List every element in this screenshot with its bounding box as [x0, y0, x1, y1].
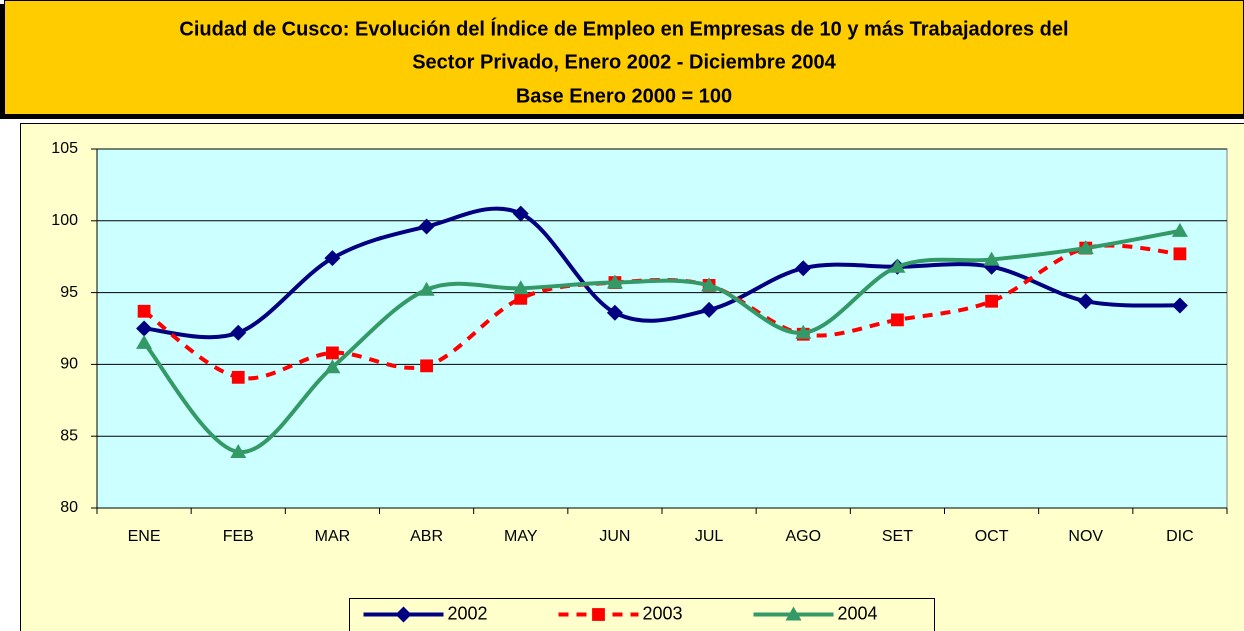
x-tick-label: SET — [882, 528, 913, 545]
marker — [795, 324, 812, 339]
y-tick-label: 80 — [60, 499, 78, 516]
marker — [889, 258, 906, 273]
chart-title: Sector Privado, Enero 2002 - Diciembre 2… — [412, 51, 836, 73]
x-tick-label: OCT — [975, 528, 1009, 545]
marker — [983, 251, 1000, 266]
x-tick-label: FEB — [223, 528, 254, 545]
legend-label: 2003 — [643, 603, 683, 623]
marker — [701, 277, 718, 292]
marker — [418, 281, 435, 296]
marker — [137, 304, 151, 318]
marker — [1171, 297, 1188, 314]
marker — [395, 606, 412, 623]
marker — [324, 359, 341, 374]
title-box — [4, 0, 1244, 115]
marker — [514, 291, 528, 305]
y-tick-label: 90 — [60, 356, 78, 373]
marker — [324, 250, 341, 267]
x-tick-label: JUL — [695, 528, 724, 545]
chart-title: Ciudad de Cusco: Evolución del Índice de… — [179, 17, 1068, 40]
marker — [985, 294, 998, 308]
y-tick-label: 105 — [51, 140, 78, 157]
legend-label: 2002 — [448, 603, 488, 623]
marker — [512, 280, 529, 295]
marker — [136, 334, 153, 349]
x-tick-label: MAR — [315, 528, 351, 545]
y-tick-label: 100 — [51, 212, 78, 229]
marker — [326, 346, 339, 360]
x-tick-label: JUN — [599, 528, 630, 545]
marker — [418, 218, 435, 235]
x-tick-label: MAY — [504, 528, 538, 545]
marker — [512, 205, 529, 222]
marker — [230, 443, 247, 458]
legend-box — [349, 598, 935, 631]
chart-title: Base Enero 2000 = 100 — [516, 85, 732, 107]
series-line — [142, 243, 1181, 381]
x-tick-label: AGO — [785, 528, 821, 545]
x-tick-label: DIC — [1166, 528, 1194, 545]
x-tick-label: ENE — [128, 528, 161, 545]
marker — [592, 608, 605, 621]
marker — [606, 304, 623, 321]
marker — [1171, 222, 1188, 237]
marker — [230, 324, 247, 341]
marker — [1077, 240, 1094, 255]
y-tick-label: 85 — [60, 427, 78, 444]
marker — [701, 301, 718, 318]
marker — [891, 313, 904, 327]
marker — [606, 274, 623, 289]
marker — [1077, 293, 1094, 310]
marker — [136, 320, 153, 337]
marker — [420, 359, 433, 373]
y-tick-label: 95 — [60, 284, 78, 301]
marker — [1173, 247, 1187, 261]
legend-label: 2004 — [838, 603, 878, 623]
x-tick-label: ABR — [410, 528, 443, 545]
marker — [795, 260, 812, 277]
marker — [231, 370, 245, 384]
plot-area — [96, 148, 1228, 509]
x-tick-label: NOV — [1068, 528, 1103, 545]
marker — [785, 606, 802, 621]
